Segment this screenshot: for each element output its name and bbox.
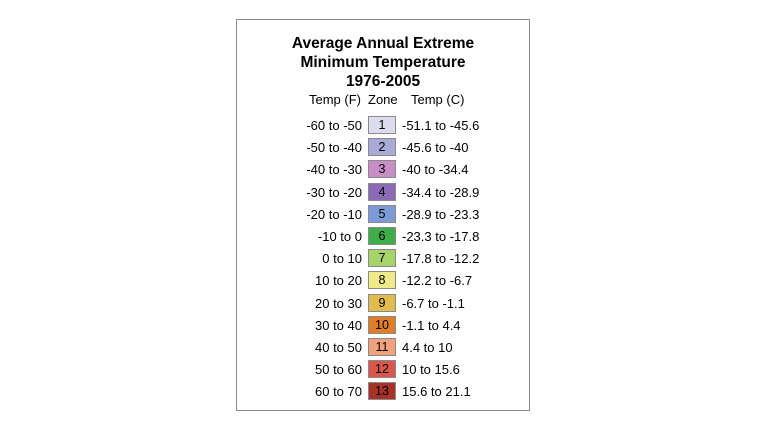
zone-temp-f: 60 to 70	[315, 384, 362, 400]
zone-row: -10 to 0 6 -23.3 to -17.8	[237, 226, 529, 248]
zone-temp-c: -17.8 to -12.2	[402, 251, 480, 267]
zone-swatch: 2	[368, 138, 396, 157]
zone-row: 50 to 60 12 10 to 15.6	[237, 359, 529, 381]
zone-row: -40 to -30 3 -40 to -34.4	[237, 159, 529, 181]
zone-row: 30 to 40 10 -1.1 to 4.4	[237, 315, 529, 337]
zone-swatch: 3	[368, 160, 396, 179]
zone-temp-f: -20 to -10	[306, 206, 362, 222]
title-line-1: Average Annual Extreme	[291, 35, 475, 52]
zone-temp-c: -34.4 to -28.9	[402, 184, 480, 200]
zone-temp-f: 20 to 30	[315, 295, 362, 311]
zone-temp-c: -23.3 to -17.8	[402, 228, 480, 244]
zone-row: -20 to -10 5 -28.9 to -23.3	[237, 204, 529, 226]
header-zone: Zone	[368, 92, 398, 107]
zone-temp-f: 10 to 20	[315, 273, 362, 289]
zone-temp-c: -1.1 to 4.4	[402, 317, 461, 333]
zone-swatch: 9	[368, 293, 396, 312]
zone-temp-f: -10 to 0	[317, 228, 362, 244]
zone-row: -30 to -20 4 -34.4 to -28.9	[237, 182, 529, 204]
zone-temp-c: 15.6 to 21.1	[402, 384, 471, 400]
zone-row: 60 to 70 13 15.6 to 21.1	[237, 381, 529, 403]
zone-temp-f: 40 to 50	[315, 339, 362, 355]
zone-row: -50 to -40 2 -45.6 to -40	[237, 137, 529, 159]
header-temp-f: Temp (F)	[309, 92, 361, 107]
zone-temp-f: 0 to 10	[322, 251, 362, 267]
zone-row: 0 to 10 7 -17.8 to -12.2	[237, 248, 529, 270]
zone-swatch: 13	[368, 382, 396, 401]
zone-temp-f: -60 to -50	[306, 118, 362, 133]
zone-row: 20 to 30 9 -6.7 to -1.1	[237, 293, 529, 315]
legend-title: Average Annual Extreme Minimum Temperatu…	[237, 34, 529, 91]
zone-swatch: 8	[368, 271, 396, 290]
zone-swatch: 10	[368, 315, 396, 334]
zone-swatch: 6	[368, 226, 396, 245]
zone-temp-f: 50 to 60	[315, 362, 362, 378]
zone-temp-c: -12.2 to -6.7	[402, 273, 473, 289]
zone-temp-c: -40 to -34.4	[402, 162, 469, 178]
zone-temp-f: -50 to -40	[306, 140, 362, 156]
zone-swatch: 5	[368, 204, 396, 223]
zone-legend: Average Annual Extreme Minimum Temperatu…	[236, 19, 530, 411]
zone-temp-c: -6.7 to -1.1	[402, 295, 465, 311]
zone-row: -60 to -50 1 -51.1 to -45.6	[237, 115, 529, 137]
header-temp-c: Temp (C)	[411, 92, 465, 107]
zone-temp-f: 30 to 40	[315, 317, 362, 333]
zone-temp-f: -40 to -30	[306, 162, 362, 178]
zone-swatch: 1	[368, 116, 396, 134]
zone-swatch: 7	[368, 249, 396, 268]
zone-swatch: 11	[368, 337, 396, 356]
zone-temp-c: 10 to 15.6	[402, 362, 460, 378]
zone-swatch: 4	[368, 182, 396, 201]
zone-rows: -60 to -50 1 -51.1 to -45.6 -50 to -40 2 -45.…	[237, 115, 529, 403]
zone-temp-f: -30 to -20	[306, 184, 362, 200]
zone-temp-c: -51.1 to -45.6	[402, 118, 480, 133]
zone-temp-c: -45.6 to -40	[402, 140, 469, 156]
zone-row: 10 to 20 8 -12.2 to -6.7	[237, 270, 529, 292]
title-line-2: Minimum Temperature	[300, 54, 466, 71]
title-line-3: 1976-2005	[345, 73, 421, 90]
zone-swatch: 12	[368, 360, 396, 379]
zone-temp-c: 4.4 to 10	[402, 339, 453, 355]
zone-temp-c: -28.9 to -23.3	[402, 206, 480, 222]
zone-row: 40 to 50 11 4.4 to 10	[237, 337, 529, 359]
